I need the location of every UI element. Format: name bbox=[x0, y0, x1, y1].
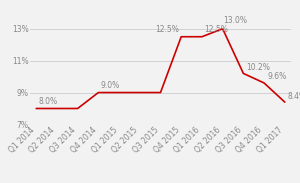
Text: 12.5%: 12.5% bbox=[155, 25, 179, 34]
Text: 9.6%: 9.6% bbox=[267, 72, 286, 81]
Text: 13.0%: 13.0% bbox=[224, 16, 248, 25]
Text: 8.0%: 8.0% bbox=[38, 97, 57, 106]
Text: 10.2%: 10.2% bbox=[247, 63, 270, 72]
Text: 8.4%: 8.4% bbox=[288, 92, 300, 100]
Text: 9.0%: 9.0% bbox=[100, 81, 120, 90]
Text: 12.5%: 12.5% bbox=[204, 25, 228, 34]
